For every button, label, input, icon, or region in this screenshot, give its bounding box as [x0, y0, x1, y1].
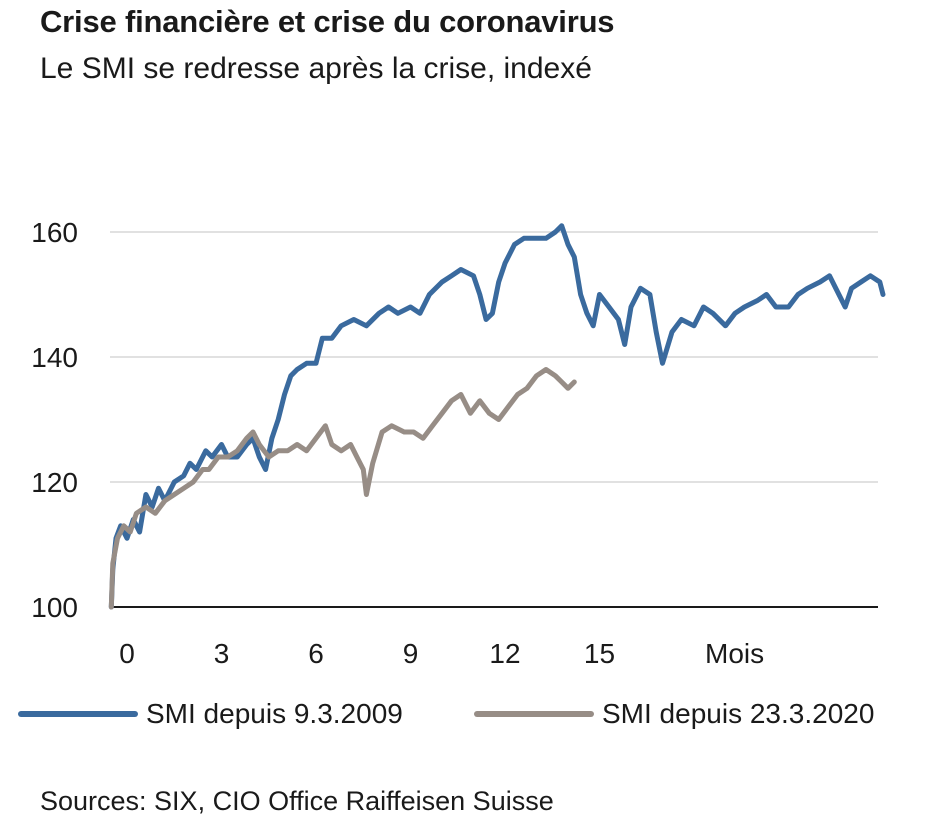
legend-swatch-2009 — [18, 711, 138, 717]
x-axis-label: Mois — [705, 638, 764, 669]
y-tick-label-160: 160 — [31, 217, 78, 248]
x-tick-label-3: 3 — [214, 638, 230, 669]
tick-labels: 100 120 140 160 0 3 6 9 12 15 Mois — [31, 217, 764, 669]
line-chart: 100 120 140 160 0 3 6 9 12 15 Mois — [31, 217, 886, 669]
x-tick-label-12: 12 — [489, 638, 520, 669]
x-tick-label-15: 15 — [584, 638, 615, 669]
series-line-2009 — [108, 223, 886, 610]
x-tick-label-6: 6 — [308, 638, 324, 669]
chart-subtitle: Le SMI se redresse après la crise, index… — [40, 52, 592, 85]
legend-label-2020: SMI depuis 23.3.2020 — [602, 698, 875, 729]
chart-title: Crise financière et crise du coronavirus — [40, 4, 615, 39]
x-tick-label-0: 0 — [119, 638, 135, 669]
y-tick-label-140: 140 — [31, 342, 78, 373]
legend-item-2009: SMI depuis 9.3.2009 — [18, 698, 403, 730]
y-tick-label-120: 120 — [31, 467, 78, 498]
series-lines — [108, 223, 886, 610]
legend-item-2020: SMI depuis 23.3.2020 — [474, 698, 874, 730]
legend-label-2009: SMI depuis 9.3.2009 — [146, 698, 403, 729]
legend: SMI depuis 9.3.2009 SMI depuis 23.3.2020 — [18, 698, 918, 738]
y-tick-label-100: 100 — [31, 592, 78, 623]
x-tick-label-9: 9 — [403, 638, 419, 669]
gridlines — [110, 231, 878, 483]
legend-swatch-2020 — [474, 711, 594, 717]
series-line-2020 — [108, 367, 577, 610]
source-note: Sources: SIX, CIO Office Raiffeisen Suis… — [40, 786, 554, 816]
